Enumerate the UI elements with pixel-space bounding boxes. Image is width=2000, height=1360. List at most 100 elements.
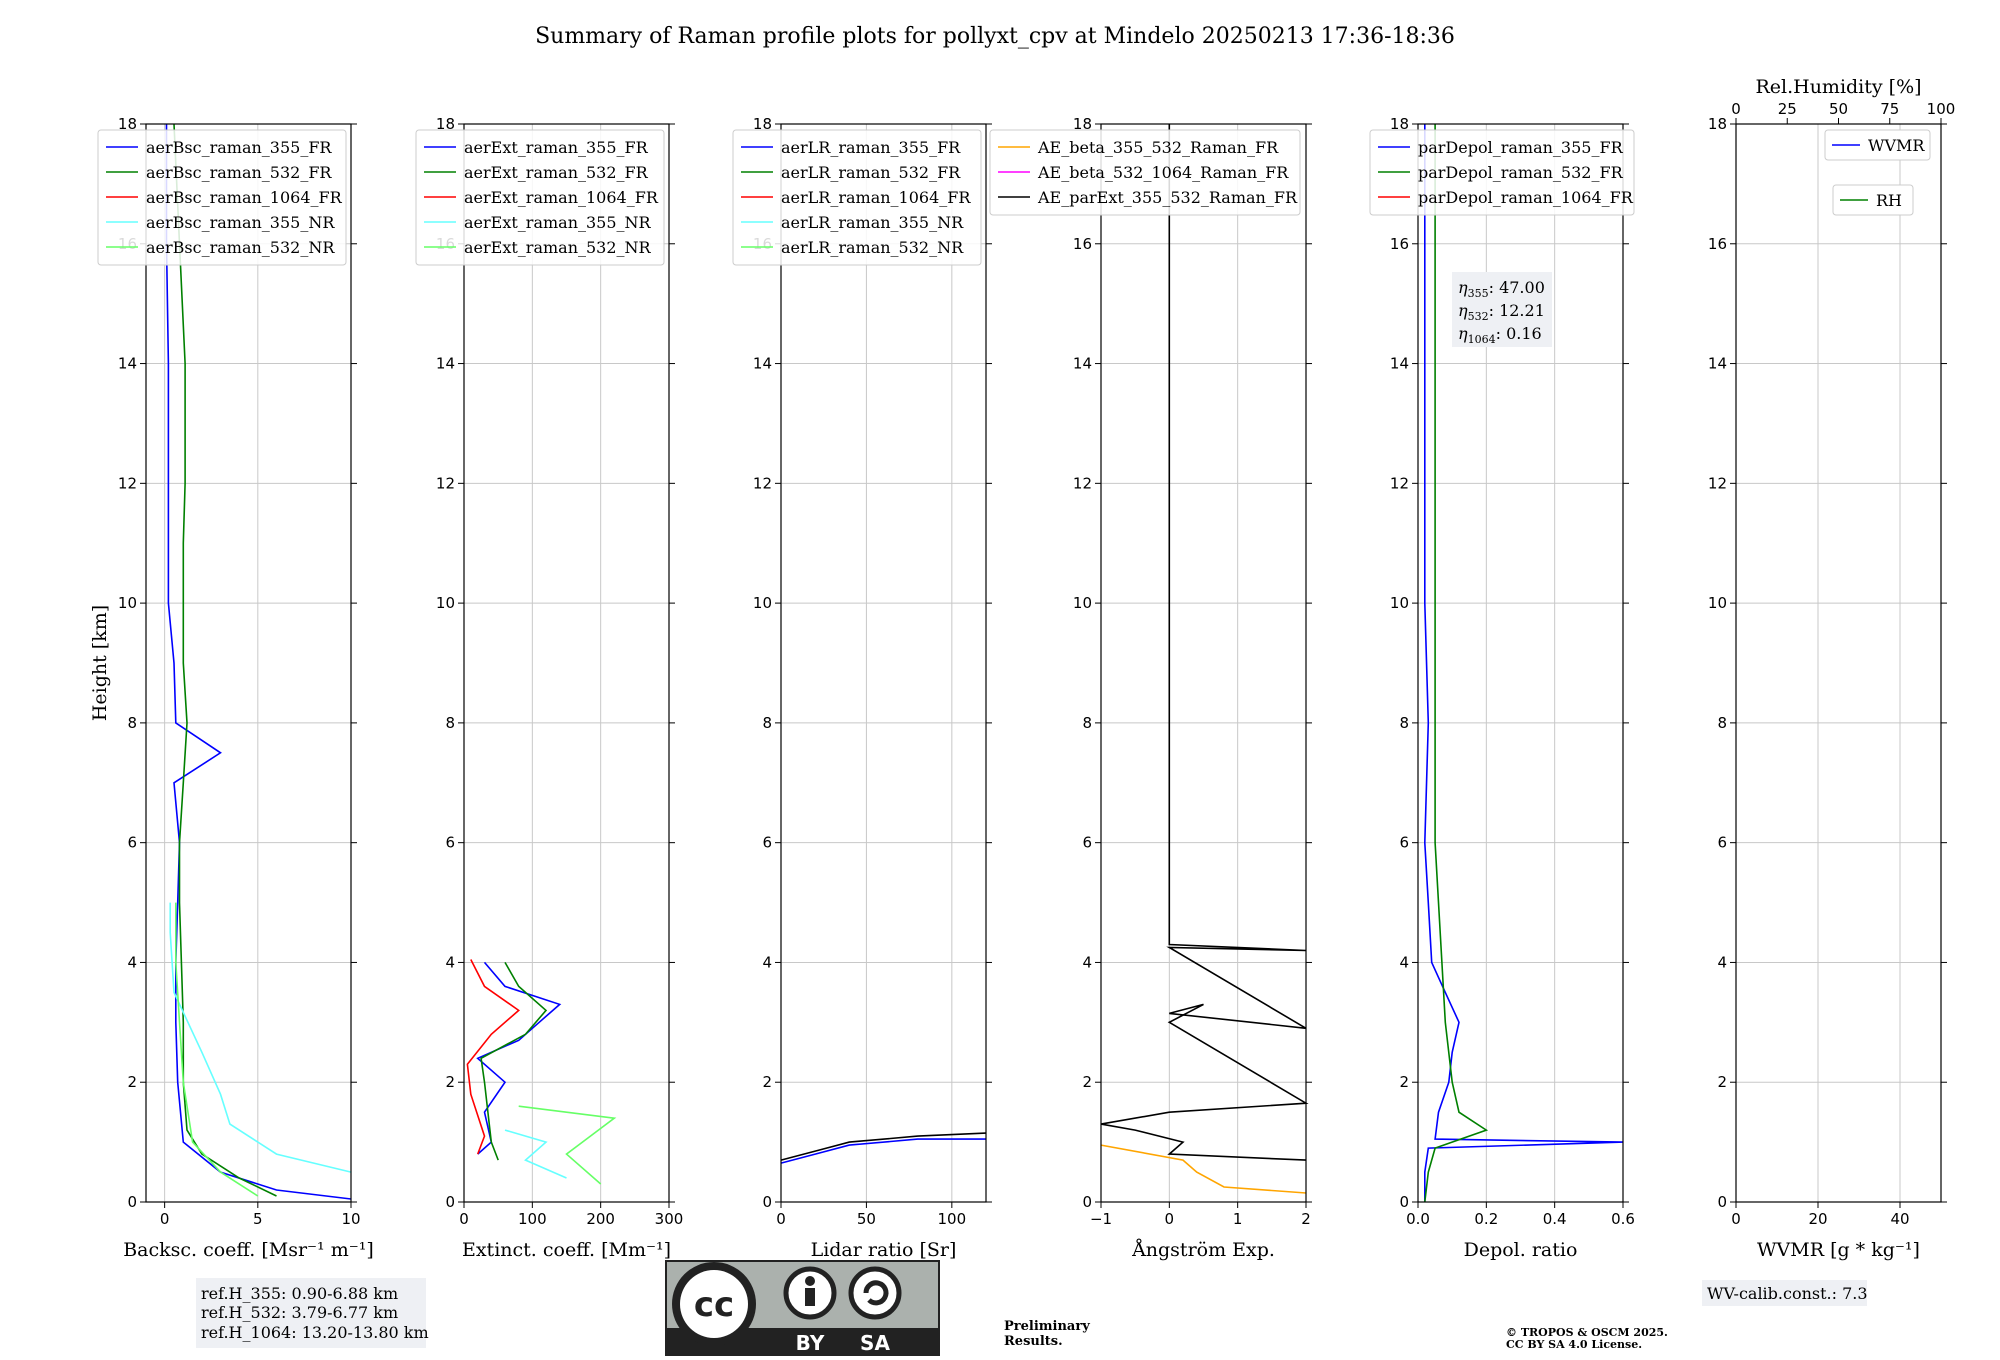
ytick-label-0: 0 (1399, 1193, 1409, 1211)
xaxis-label: Extinct. coeff. [Mm⁻¹] (462, 1239, 671, 1261)
series-line-lr-1 (780, 1132, 987, 1161)
ytick-label-7: 14 (1073, 355, 1092, 373)
series-line-ext-2 (466, 959, 520, 1155)
legend-bsc: aerBsc_raman_355_FR aerBsc_raman_532_FRae… (97, 129, 347, 266)
legend-box (989, 129, 1301, 216)
eta-symbol: η (1458, 278, 1468, 297)
ytick-label-7: 14 (118, 355, 137, 373)
xtick-label-3: 2 (1301, 1210, 1311, 1228)
legend-label-1: aerExt_raman_532_FR (464, 163, 649, 182)
xtick-label-2: 40 (1890, 1210, 1909, 1228)
ytick-label-5: 10 (1708, 594, 1727, 612)
ytick-label-4: 8 (1399, 714, 1409, 732)
eta-line-0: η355: 47.00 (1458, 278, 1545, 300)
ytick-label-5: 10 (436, 594, 455, 612)
ytick-label-0: 0 (445, 1193, 455, 1211)
yaxis-label: Height [km] (89, 605, 111, 721)
ytick-label-2: 4 (445, 953, 455, 971)
xtick-label-1: 0 (1165, 1210, 1175, 1228)
xaxis-label: Depol. ratio (1464, 1239, 1578, 1261)
legend-label-4: aerExt_raman_532_NR (464, 238, 652, 257)
legend-rh: RH (1832, 184, 1914, 216)
eta-line-2: η1064: 0.16 (1458, 324, 1542, 346)
ytick-label-4: 8 (445, 714, 455, 732)
ytick-label-4: 8 (762, 714, 772, 732)
legend-label-0: aerBsc_raman_355_FR (146, 138, 332, 157)
legend-label-4: aerBsc_raman_532_NR (146, 238, 335, 257)
eta-box (1452, 272, 1552, 347)
by-person-body (805, 1288, 815, 1306)
series-line-depol-1 (1424, 124, 1489, 1203)
ytick-label-6: 12 (753, 474, 772, 492)
cc-logo-text: cc (694, 1285, 734, 1325)
top-tick-label-1: 25 (1778, 100, 1797, 118)
legend-label-2: aerBsc_raman_1064_FR (146, 188, 343, 207)
ytick-label-1: 2 (1399, 1073, 1409, 1091)
cc-logo-icon (680, 1270, 748, 1338)
ytick-label-1: 2 (762, 1073, 772, 1091)
panel-ext: 0246810121416180100200300Extinct. coeff.… (415, 115, 683, 1261)
ytick-label-7: 14 (1708, 355, 1727, 373)
top-tick-label-4: 100 (1927, 100, 1956, 118)
ytick-label-1: 2 (1717, 1073, 1727, 1091)
ytick-label-9: 18 (1390, 115, 1409, 133)
eta-subscript: 1064 (1468, 333, 1496, 346)
ytick-label-2: 4 (1082, 953, 1092, 971)
copyright-line-2: CC BY SA 4.0 License. (1506, 1338, 1642, 1351)
ytick-label-3: 6 (445, 834, 455, 852)
ref-height-box: ref.H_355: 0.90-6.88 km ref.H_532: 3.79-… (196, 1278, 429, 1348)
ytick-label-6: 12 (1390, 474, 1409, 492)
eta-subscript: 355 (1468, 287, 1489, 300)
legend-label-0: aerLR_raman_355_FR (781, 138, 961, 157)
legend-box (1824, 129, 1931, 161)
cc-license-badge: cc BY SA (665, 1260, 940, 1356)
copyright-line-1: © TROPOS & OSCM 2025. (1506, 1326, 1668, 1339)
legend-box (415, 129, 665, 266)
legend-label-3: aerBsc_raman_355_NR (146, 213, 335, 232)
xaxis-label: Ångström Exp. (1131, 1239, 1275, 1261)
preliminary-line-1: Preliminary (1004, 1319, 1090, 1334)
legend-lr: aerLR_raman_355_FR aerLR_raman_532_FR aerL… (732, 129, 982, 266)
legend-label-4: aerLR_raman_532_NR (781, 238, 964, 257)
ytick-label-8: 16 (1390, 235, 1409, 253)
ref-box-bg (196, 1278, 426, 1348)
wv-calib-bg (1702, 1280, 1867, 1306)
sa-share-icon (848, 1266, 902, 1320)
legend-ae: AE_beta_355_532_Raman_FR AE_beta_532_1064… (989, 129, 1301, 216)
axes-frame (1417, 123, 1624, 1203)
ytick-label-9: 18 (436, 115, 455, 133)
ytick-label-9: 18 (1073, 115, 1092, 133)
sa-arrow-icon (863, 1280, 889, 1306)
legend-label-0: AE_beta_355_532_Raman_FR (1037, 138, 1279, 157)
ytick-label-7: 14 (436, 355, 455, 373)
legend-label-1: RH (1876, 191, 1902, 210)
ytick-label-5: 10 (753, 594, 772, 612)
ytick-label-3: 6 (1082, 834, 1092, 852)
legend-label-1: AE_beta_532_1064_Raman_FR (1037, 163, 1289, 182)
legend-label-0: aerExt_raman_355_FR (464, 138, 649, 157)
legend-label-2: AE_parExt_355_532_Raman_FR (1037, 188, 1298, 207)
axes-frame (1100, 123, 1307, 1203)
legend-label-2: aerLR_raman_1064_FR (781, 188, 971, 207)
ytick-label-4: 8 (127, 714, 137, 732)
ytick-label-1: 2 (1082, 1073, 1092, 1091)
preliminary-line-2: Results. (1004, 1334, 1063, 1349)
xtick-label-1: 5 (253, 1210, 263, 1228)
ref-h-532: ref.H_532: 3.79-6.77 km (201, 1303, 398, 1322)
legend-label-1: aerBsc_raman_532_FR (146, 163, 332, 182)
xtick-label-3: 0.6 (1611, 1210, 1635, 1228)
ytick-label-2: 4 (1399, 953, 1409, 971)
xtick-label-1: 20 (1808, 1210, 1827, 1228)
series-line-ae-1 (1100, 124, 1309, 1161)
ytick-label-6: 12 (1708, 474, 1727, 492)
eta-value: : 0.16 (1496, 324, 1542, 343)
series-line-lr-0 (780, 1138, 986, 1164)
legend-label-1: aerLR_raman_532_FR (781, 163, 961, 182)
xtick-label-2: 200 (586, 1210, 615, 1228)
series-line-bsc-0 (165, 124, 352, 1200)
series-line-ext-4 (518, 1105, 617, 1185)
legend-depol: parDepol_raman_355_FR parDepol_raman_532_… (1369, 129, 1635, 216)
